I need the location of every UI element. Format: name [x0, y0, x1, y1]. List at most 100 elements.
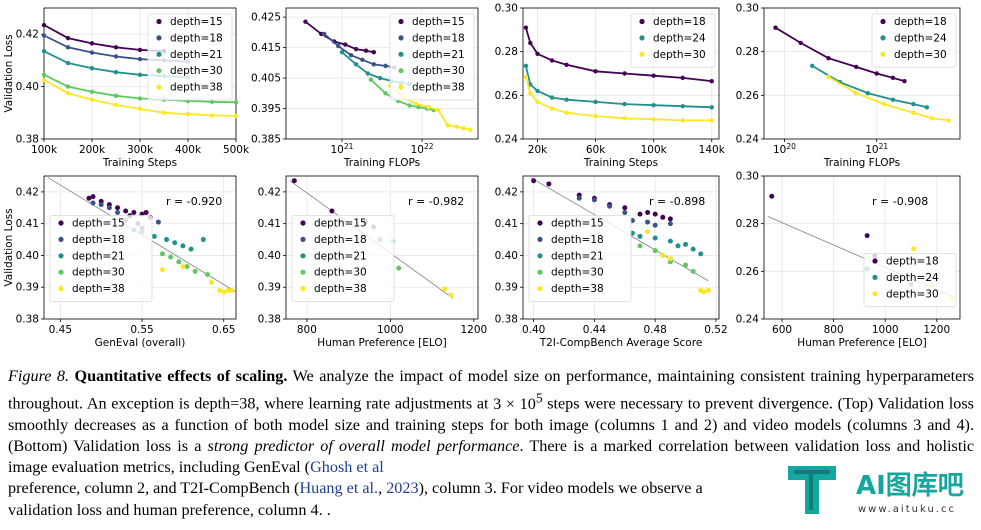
- data-point: [113, 93, 119, 98]
- y-tick-label: 0.425: [251, 12, 281, 24]
- data-point: [652, 222, 658, 228]
- series-line-depth=24: [525, 65, 712, 109]
- legend-label: depth=21: [170, 49, 223, 61]
- legend-marker: [300, 269, 306, 275]
- data-point: [864, 233, 870, 239]
- data-point: [188, 246, 194, 252]
- data-point: [383, 63, 388, 69]
- data-point: [709, 105, 714, 110]
- x-axis-label: Human Preference [ELO]: [797, 337, 926, 349]
- x-tick-label: 400k: [175, 144, 202, 156]
- data-point: [303, 19, 308, 24]
- legend-marker: [880, 51, 886, 57]
- citation-huang-year[interactable]: 2023: [386, 479, 419, 498]
- data-point: [291, 178, 297, 184]
- legend-label: depth=30: [886, 288, 939, 300]
- data-point: [89, 66, 95, 71]
- data-point: [192, 268, 198, 274]
- y-tick-label: 0.24: [736, 134, 760, 146]
- data-point: [233, 113, 239, 119]
- data-point: [528, 40, 533, 46]
- citation-ghosh[interactable]: Ghosh et al: [310, 458, 384, 477]
- data-point: [371, 62, 377, 67]
- data-point: [667, 238, 673, 244]
- caption-title: Quantitative effects of scaling.: [74, 367, 288, 385]
- legend-label: depth=18: [314, 234, 367, 246]
- x-axis-label: Training FLOPs: [343, 157, 420, 169]
- y-tick-label: 0.26: [736, 266, 760, 278]
- data-point: [348, 53, 354, 58]
- x-tick-label: 0.52: [704, 324, 727, 336]
- legend-label: depth=21: [551, 250, 604, 262]
- data-point: [217, 287, 223, 293]
- data-point: [773, 25, 778, 30]
- y-tick-label: 0.42: [258, 186, 281, 198]
- legend-box: [871, 13, 957, 68]
- data-point: [41, 49, 47, 54]
- data-point: [180, 264, 186, 270]
- data-point: [591, 197, 597, 203]
- data-point: [683, 262, 689, 268]
- y-tick-label: 0.28: [736, 218, 759, 230]
- data-point: [523, 63, 529, 69]
- chart-panel-top-2: 0.385 0.395 0.405 0.415 0.425 1021 1022Trainin…: [251, 7, 479, 169]
- watermark-url: www.aituku.cc: [858, 504, 956, 515]
- y-tick-label: 0.41: [16, 218, 39, 230]
- legend-label: depth=15: [170, 16, 223, 28]
- caption-text-2: steps were necessary to prevent divergen…: [8, 394, 974, 455]
- plot-frame: [763, 7, 961, 140]
- y-tick-label: 0.28: [495, 46, 518, 58]
- data-point: [769, 193, 775, 199]
- legend-label: depth=38: [412, 82, 465, 94]
- y-tick-label: 0.38: [16, 314, 39, 326]
- data-point: [528, 90, 533, 96]
- data-point: [531, 178, 537, 184]
- x-axis-label: Training Steps: [583, 157, 658, 169]
- data-point: [946, 118, 951, 123]
- caption-text-5: ,: [378, 479, 387, 498]
- data-point: [564, 97, 569, 102]
- correlation-annotation: r = -0.898: [649, 195, 705, 208]
- x-tick-label: 1200: [923, 324, 950, 336]
- data-point: [368, 77, 374, 82]
- x-tick-label: 1021: [331, 142, 354, 156]
- data-point: [810, 63, 815, 69]
- data-point: [131, 210, 137, 216]
- data-point: [209, 113, 215, 118]
- caption-math-exp: 5: [535, 390, 543, 406]
- watermark-brand: AI图库吧: [856, 471, 964, 501]
- legend-label: depth=18: [170, 32, 223, 44]
- chart-panel-bottom-1: 0.38 0.39 0.40 0.41 0.42 0.45 0.55 0.65 GenEval …: [3, 175, 237, 349]
- legend-marker: [58, 286, 64, 292]
- data-point: [204, 272, 210, 278]
- data-point: [607, 203, 613, 209]
- data-point: [90, 200, 96, 206]
- x-tick-label: 800: [824, 324, 844, 336]
- y-tick-label: 0.415: [251, 42, 281, 54]
- data-point: [65, 45, 71, 50]
- x-tick-label: 1000: [872, 324, 899, 336]
- legend-marker: [880, 35, 886, 41]
- legend-marker: [58, 220, 64, 226]
- data-point: [159, 267, 165, 273]
- legend-marker: [398, 68, 404, 74]
- x-tick-label: 100k: [641, 144, 668, 156]
- legend-label: depth=38: [551, 283, 604, 295]
- x-axis-label: Human Preference [ELO]: [317, 337, 446, 349]
- y-tick-label: 0.39: [16, 282, 39, 294]
- data-point: [172, 240, 178, 246]
- data-point: [339, 49, 345, 55]
- legend-marker: [537, 286, 543, 292]
- data-point: [652, 211, 658, 217]
- citation-huang[interactable]: Huang et al.: [299, 479, 379, 498]
- data-point: [660, 252, 666, 258]
- series-line-depth=15: [43, 24, 165, 53]
- data-point: [680, 118, 685, 123]
- x-tick-label: 1000: [377, 324, 404, 336]
- legend-box: [49, 215, 153, 302]
- chart-panel-bottom-2: 0.38 0.39 0.40 0.41 0.42 800 1000 1200 Human Pre…: [258, 175, 487, 349]
- figure-panels: 0.38 0.40 0.42 100k 200k 300k 400k 500k Training…: [3, 3, 961, 349]
- data-point: [65, 84, 71, 89]
- data-point: [113, 69, 119, 75]
- data-point: [151, 233, 157, 239]
